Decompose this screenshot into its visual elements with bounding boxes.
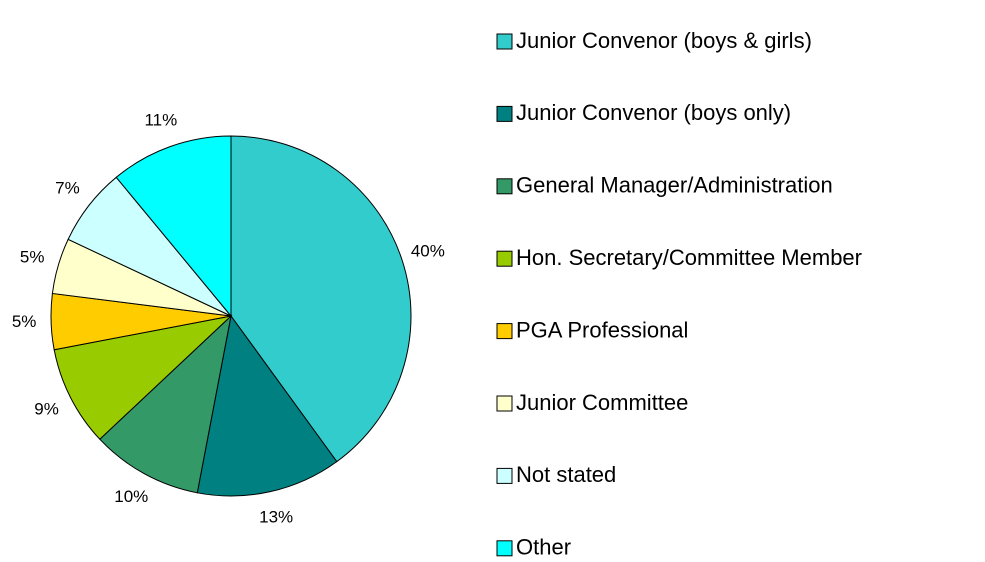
- legend-label: Not stated: [516, 462, 616, 487]
- legend-swatch: [496, 540, 513, 557]
- legend-swatch: [496, 395, 513, 412]
- legend-label: Other: [516, 535, 571, 560]
- legend-label: Junior Convenor (boys only): [516, 100, 791, 125]
- pie-slice: [196, 314, 338, 497]
- pie-slice: [99, 314, 232, 494]
- value-label: 9%: [34, 399, 59, 418]
- value-label: 5%: [20, 248, 45, 267]
- legend-swatch: [496, 323, 513, 340]
- legend-swatch: [496, 33, 513, 50]
- legend-swatch: [496, 105, 513, 122]
- value-label: 13%: [259, 507, 293, 526]
- value-label: 5%: [12, 312, 37, 331]
- pie-slice: [53, 315, 233, 440]
- pie-slice: [230, 135, 412, 463]
- legend-label: General Manager/Administration: [516, 173, 833, 198]
- legend-swatch: [496, 467, 513, 484]
- pie-slice: [115, 135, 232, 318]
- value-label: 7%: [55, 179, 80, 198]
- legend-swatch: [496, 250, 513, 267]
- legend-swatch: [496, 178, 513, 195]
- legend-label: Junior Committee: [516, 390, 688, 415]
- value-label: 10%: [114, 487, 148, 506]
- legend-label: Junior Convenor (boys & girls): [516, 28, 812, 53]
- value-label: 40%: [411, 242, 445, 261]
- legend-label: Hon. Secretary/Committee Member: [516, 245, 862, 270]
- value-label: 11%: [144, 111, 177, 130]
- legend-label: PGA Professional: [516, 317, 688, 342]
